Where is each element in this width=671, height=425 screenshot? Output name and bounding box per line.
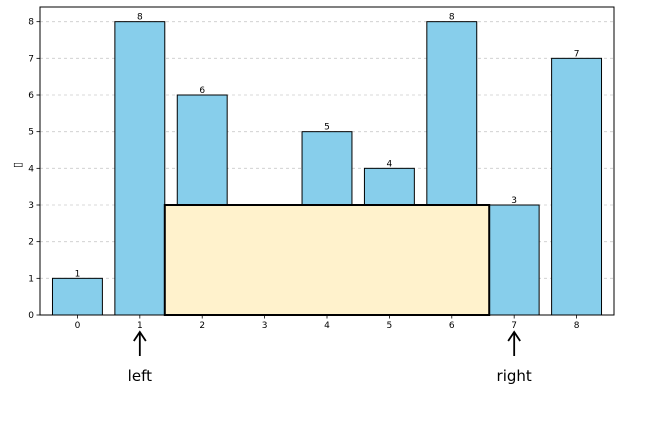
x-tick-label: 8: [574, 321, 580, 331]
annotation-right: right: [497, 330, 532, 385]
x-tick-label: 3: [262, 321, 268, 331]
bar: [551, 57, 603, 316]
y-tick-label: 1: [28, 274, 34, 284]
bar: [51, 277, 103, 316]
annotation-label: left: [128, 367, 152, 385]
data-label: 6: [199, 86, 205, 96]
x-tick-label: 5: [387, 321, 393, 331]
x-tick-label: 6: [449, 321, 455, 331]
data-label: 8: [449, 13, 455, 23]
arrow-head: [133, 330, 147, 342]
y-axis-label: ▯: [11, 162, 24, 168]
y-tick-label: 6: [28, 91, 34, 101]
y-tick-label: 0: [28, 311, 34, 321]
y-tick-label: 5: [28, 128, 34, 138]
x-tick-label: 0: [75, 321, 81, 331]
bar: [114, 21, 166, 316]
y-axis-ticks: 0 1 2 3 4 5 6 7 8: [28, 18, 40, 321]
x-tick-label: 1: [137, 321, 143, 331]
x-tick-label: 2: [199, 321, 205, 331]
data-label: 1: [75, 269, 81, 279]
y-tick-label: 3: [28, 201, 34, 211]
data-label: 4: [387, 159, 393, 169]
data-labels: 1 8 6 5 4 8 3 7: [75, 13, 580, 280]
y-tick-label: 7: [28, 54, 34, 64]
x-tick-label: 4: [324, 321, 330, 331]
y-tick-label: 4: [28, 164, 34, 174]
annotation-left: left: [128, 330, 152, 385]
data-label: 8: [137, 13, 143, 23]
area-rectangle: [163, 204, 491, 316]
bar: [488, 204, 540, 316]
annotation-label: right: [497, 367, 532, 385]
data-label: 3: [511, 196, 517, 206]
y-tick-label: 8: [28, 18, 34, 28]
annotations: left right: [128, 330, 532, 385]
y-tick-label: 2: [28, 238, 34, 248]
data-label: 5: [324, 123, 330, 133]
x-axis-ticks: 0 1 2 3 4 5 6 7 8: [75, 315, 580, 331]
data-label: 7: [574, 49, 580, 59]
highlight-area: [163, 204, 491, 316]
x-tick-label: 7: [511, 321, 517, 331]
arrow-head: [507, 330, 521, 342]
